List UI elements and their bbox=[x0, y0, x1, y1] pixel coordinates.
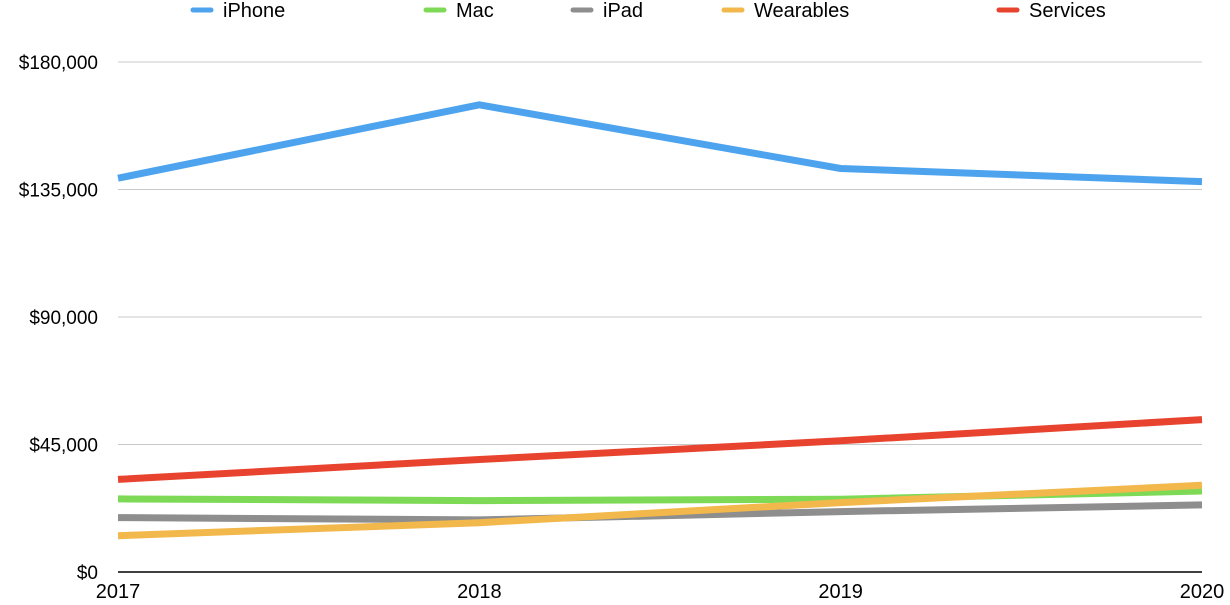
legend-label-mac: Mac bbox=[456, 0, 494, 22]
legend-label-services: Services bbox=[1029, 0, 1106, 22]
x-tick-label-2017: 2017 bbox=[96, 581, 141, 600]
legend-label-ipad: iPad bbox=[603, 0, 643, 22]
legend: iPhone Mac iPad Wearables Services bbox=[193, 0, 1106, 22]
series-line-iphone bbox=[118, 105, 1202, 182]
legend-label-wearables: Wearables bbox=[754, 0, 849, 22]
y-tick-label: $180,000 bbox=[19, 53, 98, 74]
y-axis-ticks: $0$45,000$90,000$135,000$180,000 bbox=[19, 53, 98, 584]
series-services bbox=[118, 419, 1202, 479]
series-iphone bbox=[118, 105, 1202, 182]
x-tick-label-2018: 2018 bbox=[457, 581, 502, 600]
y-tick-label: $45,000 bbox=[29, 436, 98, 457]
legend-label-iphone: iPhone bbox=[223, 0, 285, 22]
legend-item-wearables: Wearables bbox=[724, 0, 849, 22]
x-axis-ticks: 2017 2018 2019 2020 bbox=[96, 581, 1225, 600]
legend-item-ipad: iPad bbox=[573, 0, 643, 22]
legend-item-mac: Mac bbox=[426, 0, 494, 22]
x-tick-label-2020: 2020 bbox=[1180, 581, 1225, 600]
legend-item-iphone: iPhone bbox=[193, 0, 285, 22]
legend-item-services: Services bbox=[999, 0, 1106, 22]
y-tick-label: $135,000 bbox=[19, 181, 98, 202]
y-tick-label: $90,000 bbox=[29, 308, 98, 329]
series-line-services bbox=[118, 420, 1202, 480]
series-lines bbox=[118, 105, 1202, 536]
x-tick-label-2019: 2019 bbox=[818, 581, 863, 600]
